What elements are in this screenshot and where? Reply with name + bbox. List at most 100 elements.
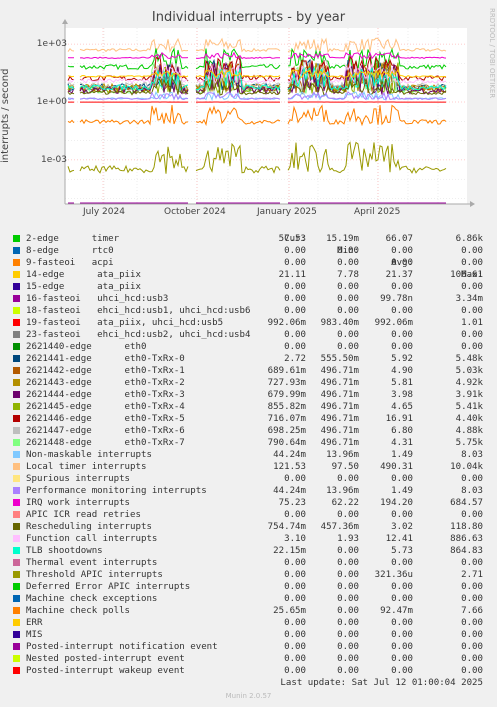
column-header-max: Max: [461,270,483,280]
legend-row: Machine check polls 25.65m 0.00 92.47m 7.66 [12,605,492,617]
x-tick-label: April 2025 [354,207,401,217]
legend-value-avg: 12.41 [385,534,413,544]
legend-value-avg: 5.92 [391,354,413,364]
legend-swatch [13,379,20,386]
legend-value-avg: 99.78n [380,294,413,304]
legend-label: IRQ work interrupts [26,498,131,508]
legend-value-avg: 0.00 [391,642,413,652]
legend-value-avg: 0.00 [391,558,413,568]
legend-label: 15-edge ata_piix [26,282,141,292]
legend-value-max: 8.03 [461,450,483,460]
legend-label: Non-maskable interrupts [26,450,152,460]
legend-value-max: 8.03 [461,486,483,496]
legend-value-avg: 0.00 [391,666,413,676]
series-line [67,62,447,85]
legend-swatch [13,259,20,266]
legend-value-max: 0.00 [461,342,483,352]
legend-value-avg: 3.02 [391,522,413,532]
legend-value-avg: 66.07 [385,234,413,244]
legend-value-max: 7.66 [461,606,483,616]
legend-value-cur: 754.74m [267,522,306,532]
series-line [67,37,447,53]
legend-swatch [13,307,20,314]
legend-value-avg: 0.00 [391,246,413,256]
series-line [67,68,447,79]
legend-row: Deferred Error APIC interrupts 0.00 0.00 0.… [12,581,492,593]
legend-label: TLB shootdowns [26,546,103,556]
legend-value-avg: 0.00 [391,594,413,604]
legend-value-max: 6.86k [455,234,483,244]
column-header-avg: Avg: [391,258,413,268]
legend-value-avg: 5.73 [391,546,413,556]
legend-value-min: 0.00 [337,246,359,256]
series-line [67,55,447,83]
legend-value-max: 0.00 [461,654,483,664]
series-line [67,61,447,94]
legend-label: Rescheduling interrupts [26,522,152,532]
legend-swatch [13,319,20,326]
legend-value-min: 0.00 [337,618,359,628]
legend-value-min: 0.00 [337,342,359,352]
legend-value-cur: 0.00 [284,282,306,292]
legend-label: 2621444-edge eth0-TxRx-3 [26,390,185,400]
legend-swatch [13,655,20,662]
legend-value-cur: 716.07m [267,414,306,424]
legend-swatch [13,607,20,614]
legend-value-cur: 0.00 [284,258,306,268]
legend-value-min: 0.00 [337,510,359,520]
legend-value-max: 864.83 [450,546,483,556]
legend-label: 2621443-edge eth0-TxRx-2 [26,378,185,388]
legend-label: 2621448-edge eth0-TxRx-7 [26,438,185,448]
legend-label: 8-edge rtc0 [26,246,114,256]
legend-label: MIS [26,630,43,640]
legend-row: 2621443-edge eth0-TxRx-2 727.93m 496.71m 5.… [12,377,492,389]
legend-row: Performance monitoring interrupts 44.24m 1… [12,485,492,497]
legend-value-max: 106.61 [450,270,483,280]
legend-row: Spurious interrupts 0.00 0.00 0.00 0.00 [12,473,492,485]
legend-row: 2-edge timer 57.53 15.19m 66.07 6.86k [12,233,492,245]
legend-value-min: 496.71m [320,378,359,388]
legend-value-max: 2.71 [461,570,483,580]
legend-value-max: 1.01 [461,318,483,328]
legend-value-min: 0.00 [337,282,359,292]
legend-row: 2621447-edge eth0-TxRx-6 698.25m 496.71m 6.… [12,425,492,437]
column-header-cur: Cur: [284,234,306,244]
legend-label: 2621445-edge eth0-TxRx-4 [26,402,185,412]
legend-value-min: 1.93 [337,534,359,544]
legend-value-avg: 0.00 [391,306,413,316]
legend-value-avg: 0.00 [391,654,413,664]
legend-row: 2621440-edge eth0 0.00 0.00 0.00 0.00 [12,341,492,353]
legend-value-avg: 321.36u [374,570,413,580]
legend-label: 23-fasteoi ehci_hcd:usb2, uhci_hcd:usb4 [26,330,251,340]
legend-value-max: 684.57 [450,498,483,508]
legend-swatch [13,463,20,470]
legend-swatch [13,547,20,554]
legend-value-min: 0.00 [337,258,359,268]
legend-row: 19-fasteoi ata_piix, uhci_hcd:usb5 992.06… [12,317,492,329]
y-tick-label: 1e+03 [36,39,67,49]
legend-value-min: 496.71m [320,426,359,436]
legend-value-avg: 4.31 [391,438,413,448]
legend-label: Machine check polls [26,606,131,616]
legend-value-min: 496.71m [320,438,359,448]
column-header-min: Min: [337,246,359,256]
x-tick-label: October 2024 [164,207,226,217]
legend-swatch [13,343,20,350]
legend-label: Performance monitoring interrupts [26,486,207,496]
legend-value-min: 0.00 [337,642,359,652]
plot-area [65,28,467,204]
legend-value-avg: 0.00 [391,330,413,340]
legend-label: Posted-interrupt wakeup event [26,666,185,676]
series-traces [67,37,447,204]
legend-table: Cur: Min: Avg: Max: 2-edge timer 57.53 15.… [12,221,492,677]
legend-row: Local timer interrupts 121.53 97.50 490.31 1… [12,461,492,473]
legend-row: 2621448-edge eth0-TxRx-7 790.64m 496.71m 4.… [12,437,492,449]
legend-swatch [13,331,20,338]
legend-label: 14-edge ata_piix [26,270,141,280]
legend-value-min: 496.71m [320,402,359,412]
legend-value-min: 0.00 [337,594,359,604]
legend-value-cur: 0.00 [284,618,306,628]
series-line [67,91,447,102]
legend-value-max: 0.00 [461,510,483,520]
legend-value-cur: 855.82m [267,402,306,412]
